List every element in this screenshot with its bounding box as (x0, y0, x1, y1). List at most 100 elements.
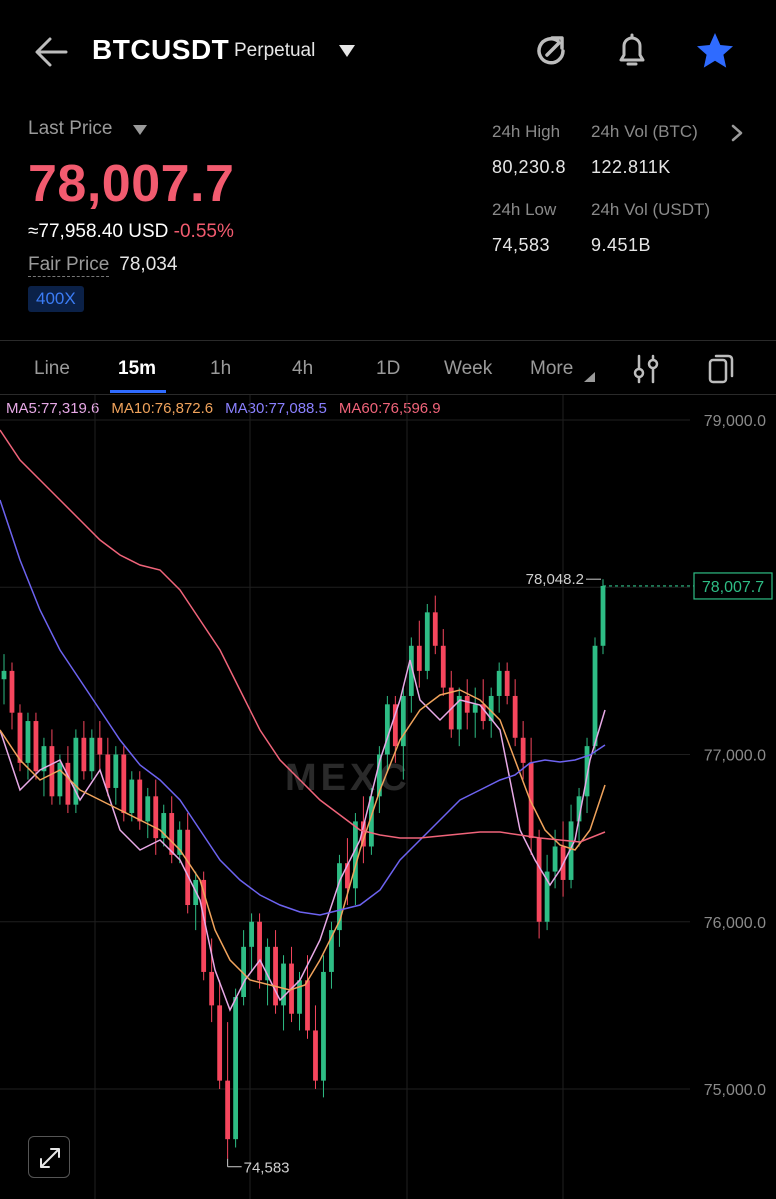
y-axis-tick-label: 75,000.0 (704, 1082, 766, 1099)
candle-body (536, 838, 542, 922)
candle-body (201, 879, 207, 972)
candle-body (9, 670, 15, 713)
top-bar: BTCUSDT Perpetual (0, 0, 776, 100)
vol-btc-value: 122.811K (591, 157, 671, 177)
tab-more[interactable]: More (530, 358, 574, 379)
candle-body (400, 695, 406, 747)
candle-body (544, 871, 550, 922)
candle-body (177, 829, 183, 855)
candle-body (33, 721, 39, 772)
candle-body (145, 796, 151, 822)
candle-body (552, 846, 558, 872)
candle-body (257, 921, 262, 981)
candle-body (297, 980, 302, 1014)
back-arrow-icon[interactable] (32, 32, 72, 72)
candle-body (488, 695, 494, 722)
candle-body (217, 1005, 223, 1081)
candle-body (153, 796, 159, 839)
favorite-star-icon[interactable] (694, 30, 736, 72)
fullscreen-button[interactable] (28, 1136, 70, 1178)
candle-body (584, 746, 590, 797)
last-price-value: 78,007.7 (28, 155, 235, 213)
candle-body (528, 762, 534, 839)
divider (0, 394, 776, 395)
candle-body (185, 829, 191, 906)
candle-body (345, 863, 350, 889)
tab-15m[interactable]: 15m (118, 358, 157, 379)
chevron-right-icon[interactable] (730, 124, 744, 142)
y-axis-tick-label: 76,000.0 (704, 915, 766, 932)
candle-body (512, 695, 518, 738)
last-price-label[interactable]: Last Price (28, 118, 113, 139)
candle-body (281, 963, 286, 1006)
chevron-down-icon[interactable] (338, 44, 356, 58)
usd-value: ≈77,958.40 USD (28, 221, 169, 242)
high-24h-value: 80,230.8 (492, 157, 567, 177)
ma5-label: MA5:77,319.6 (6, 400, 100, 417)
ma30-line (0, 499, 606, 916)
candle-body (249, 921, 254, 947)
candle-body (137, 779, 143, 822)
high-24h-label: 24h High (492, 122, 561, 141)
candle-body (432, 612, 438, 646)
candle-body (576, 796, 582, 822)
candle-body (57, 762, 63, 797)
candlestick-chart[interactable]: MEXC79,000.078,000.077,000.076,000.075,0… (0, 395, 776, 1199)
fair-price-row: Fair Price 78,034 (28, 254, 177, 277)
vol-usdt-label: 24h Vol (USDT) (591, 200, 711, 219)
tab-1h[interactable]: 1h (210, 358, 232, 379)
candle-body (568, 821, 574, 880)
candle-body (121, 754, 127, 814)
candle-body (65, 762, 71, 805)
symbol-title[interactable]: BTCUSDT (92, 34, 230, 65)
candle-body (392, 704, 398, 747)
candle-body (241, 946, 246, 998)
high-marker-label: 78,048.2 (526, 571, 584, 588)
tab-4h[interactable]: 4h (292, 358, 314, 379)
candle-body (361, 821, 366, 847)
contract-type-label[interactable]: Perpetual (234, 40, 316, 61)
candle-body (81, 737, 87, 772)
fair-price-label[interactable]: Fair Price (28, 254, 110, 277)
candle-body (408, 645, 414, 696)
divider (0, 340, 776, 341)
candle-body (225, 1080, 231, 1140)
tab-1d[interactable]: 1D (376, 358, 401, 379)
low-24h-value: 74,583 (492, 235, 551, 255)
refresh-icon[interactable] (532, 32, 570, 70)
candle-body (337, 863, 342, 931)
low-24h-label: 24h Low (492, 200, 557, 219)
tab-line[interactable]: Line (34, 358, 70, 379)
ma-legend: MA5:77,319.6 MA10:76,872.6 MA30:77,088.5 MA… (6, 400, 453, 417)
caret-down-icon[interactable] (132, 124, 148, 136)
tab-week[interactable]: Week (444, 358, 493, 379)
candle-body (305, 980, 310, 1031)
vol-usdt-value: 9.451B (591, 235, 652, 255)
expand-icon (40, 1148, 60, 1168)
y-axis-tick-label: 79,000.0 (704, 413, 766, 430)
indicator-settings-icon[interactable] (632, 354, 660, 384)
watermark-text: MEXC (285, 757, 411, 799)
candle-body (504, 670, 510, 696)
candle-body (440, 645, 446, 688)
bell-icon[interactable] (612, 30, 652, 70)
ma60-line (0, 429, 606, 843)
candle-body (416, 645, 422, 671)
copy-layout-icon[interactable] (706, 352, 736, 384)
low-marker-label: 74,583 (244, 1160, 290, 1177)
candle-body (353, 821, 358, 889)
ma60-label: MA60:76,596.9 (338, 400, 441, 417)
active-tab-indicator (110, 390, 166, 393)
candle-body (424, 612, 430, 671)
price-change-percent: -0.55% (173, 221, 234, 242)
candle-body (73, 737, 79, 805)
candle-body (321, 971, 326, 1081)
candle-body (600, 585, 606, 646)
candle-body (329, 930, 334, 972)
vol-btc-label: 24h Vol (BTC) (591, 122, 698, 141)
current-price-box (693, 572, 773, 600)
timeframe-tabs: Line 15m 1h 4h 1D Week More (0, 342, 776, 394)
candle-body (384, 704, 390, 755)
candle-body (472, 704, 478, 713)
candle-body (456, 695, 462, 730)
